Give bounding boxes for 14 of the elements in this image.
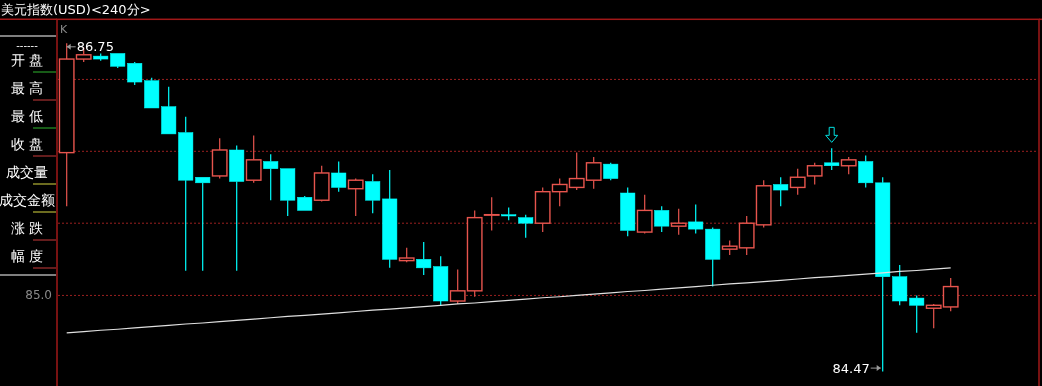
text: 成交量 — [6, 164, 48, 180]
annotation: 84.47 — [832, 360, 870, 376]
text: K — [60, 23, 68, 37]
text: 涨 跌 — [10, 220, 44, 236]
text: 开 盘 — [10, 52, 44, 68]
text: 最 低 — [10, 108, 44, 124]
text: 收 盘 — [10, 136, 44, 152]
text: ------ — [16, 40, 39, 51]
chart-title: 美元指数(USD)<240分> — [1, 2, 151, 17]
text: 幅 度 — [10, 248, 44, 264]
text: 85.0 — [25, 288, 52, 303]
annotation: 86.75 — [76, 39, 114, 55]
text: 成交金额 — [0, 192, 55, 208]
text: 最 高 — [10, 80, 44, 96]
